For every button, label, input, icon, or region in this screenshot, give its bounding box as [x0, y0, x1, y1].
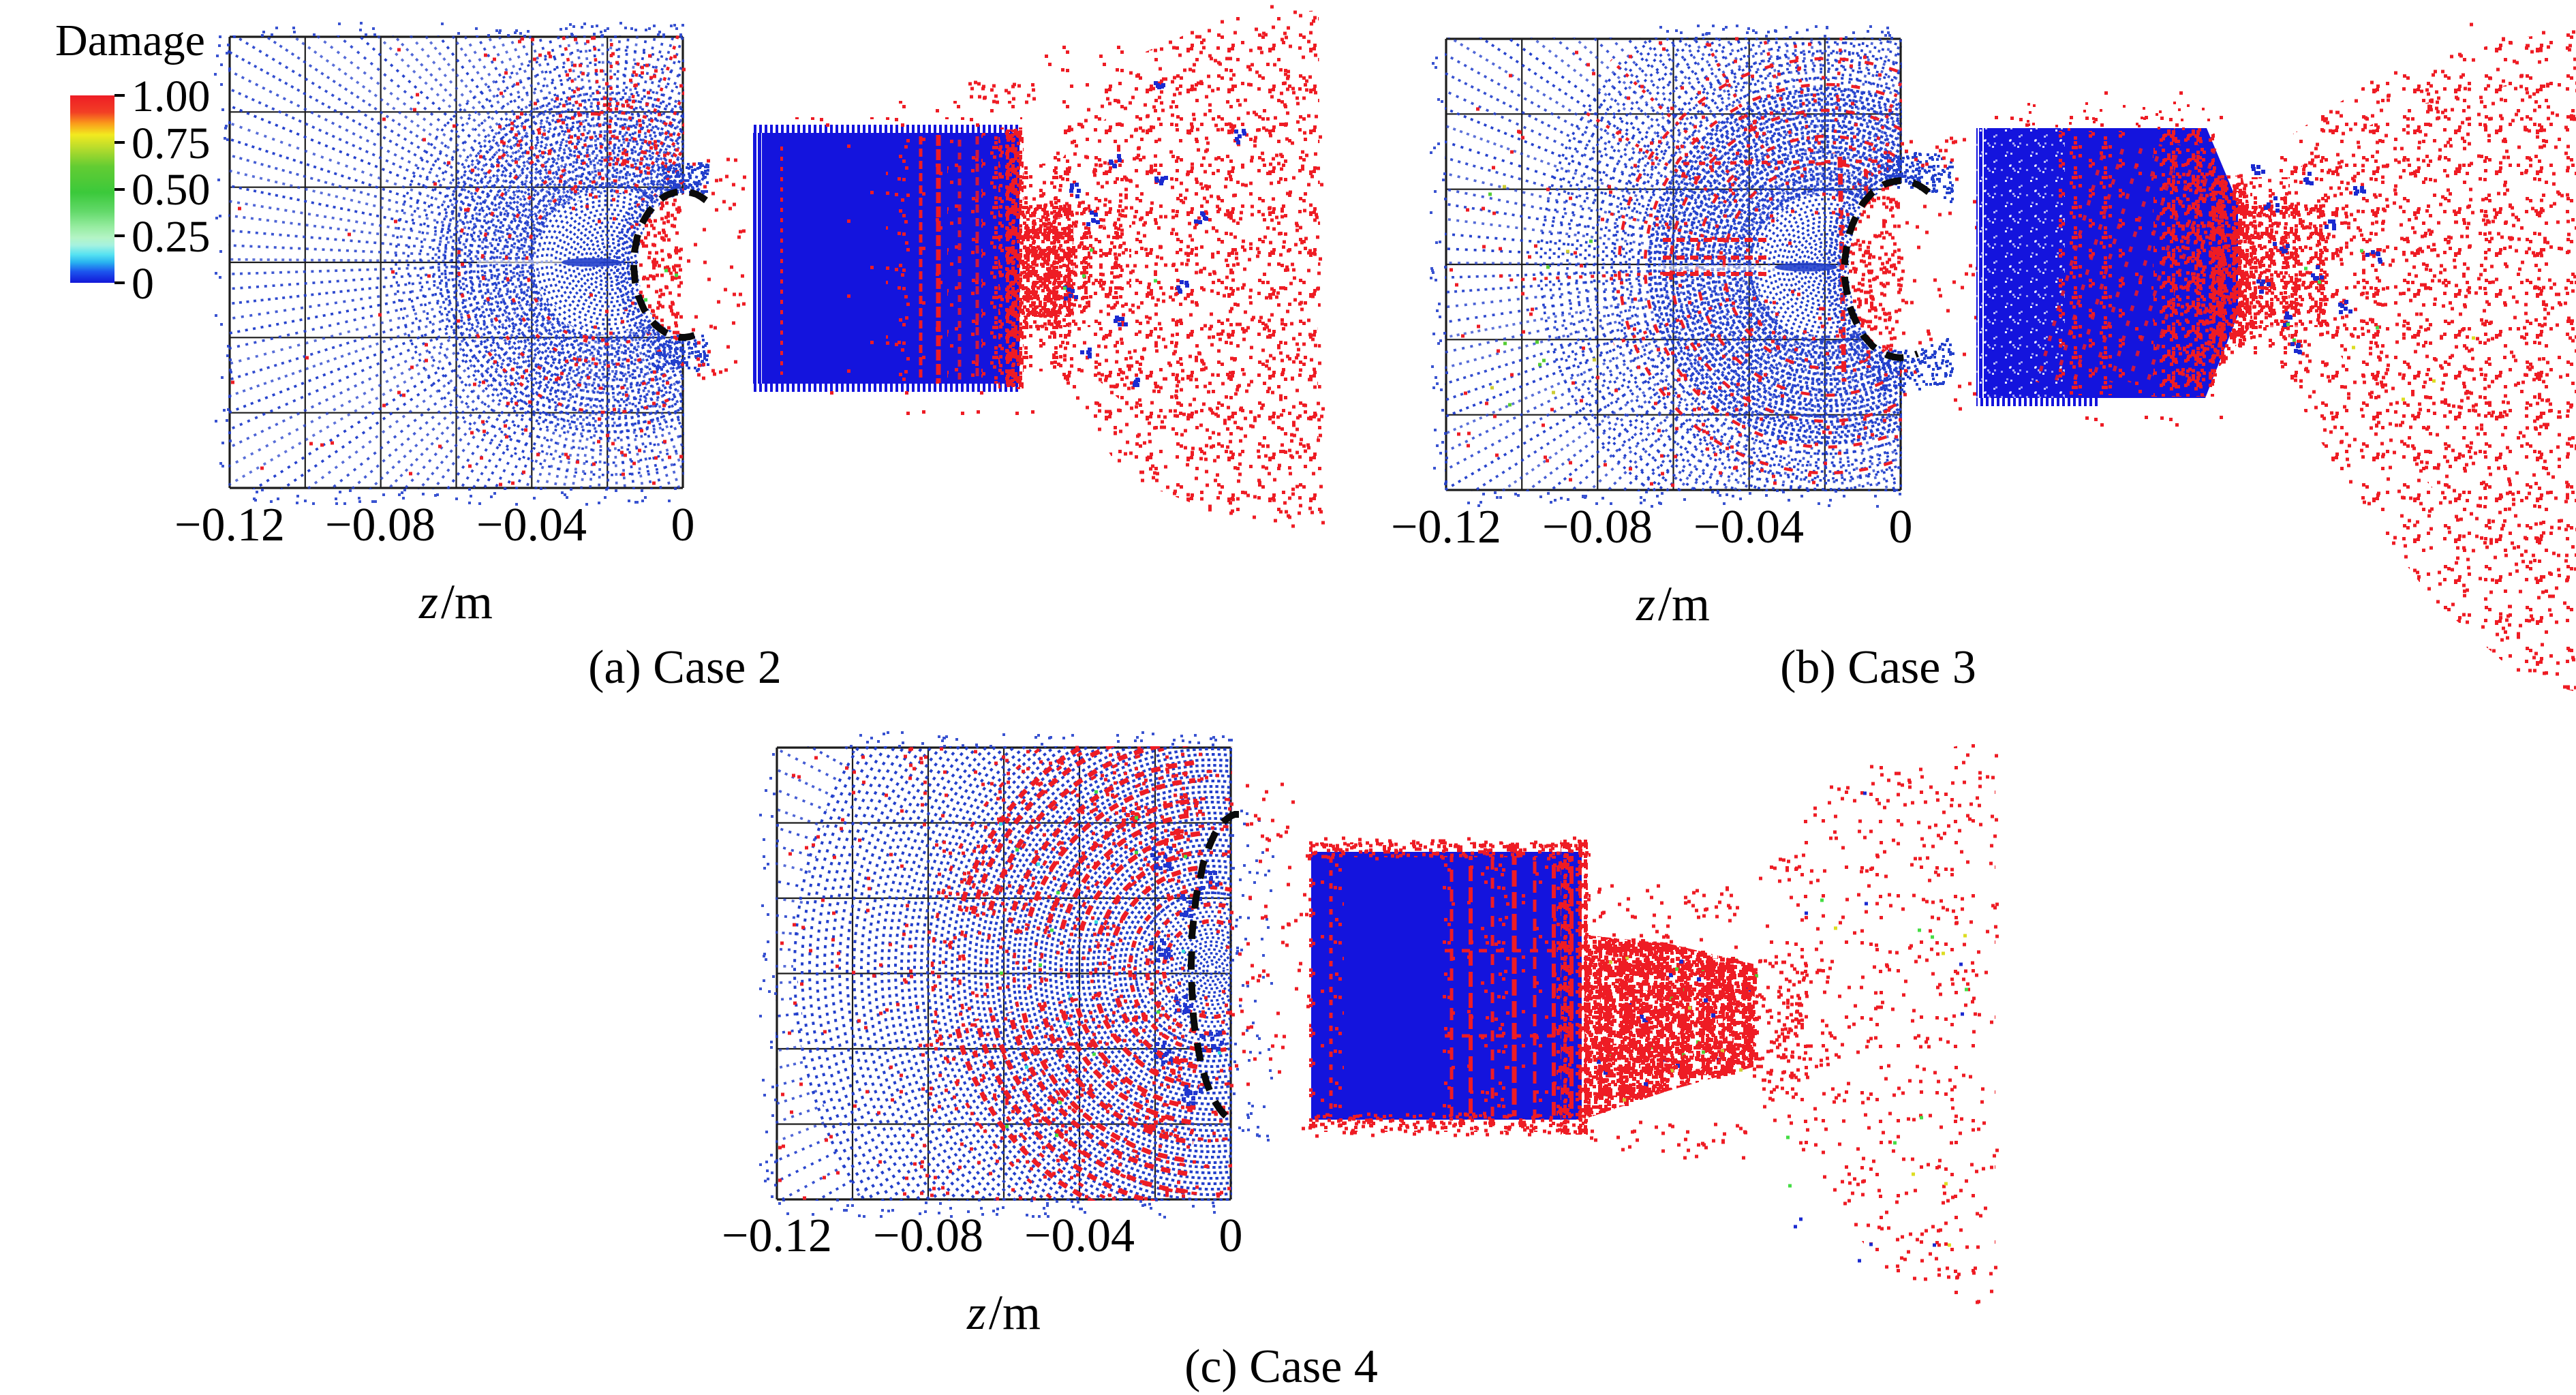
svg-text:z: z [418, 574, 438, 629]
svg-text:1.00: 1.00 [132, 72, 211, 121]
svg-text:−0.12: −0.12 [722, 1210, 832, 1262]
svg-text:z: z [966, 1285, 986, 1340]
svg-text:0: 0 [671, 499, 695, 551]
svg-text:−0.08: −0.08 [1542, 501, 1653, 553]
svg-text:z: z [1636, 577, 1655, 631]
svg-text:−0.04: −0.04 [1024, 1210, 1135, 1262]
svg-text:(c) Case 4: (c) Case 4 [1184, 1340, 1378, 1393]
svg-text:0: 0 [1219, 1210, 1243, 1262]
svg-text:−0.04: −0.04 [1693, 501, 1804, 553]
svg-text:−0.08: −0.08 [873, 1210, 983, 1262]
svg-text:/m: /m [1658, 577, 1710, 631]
svg-text:0.50: 0.50 [132, 165, 211, 215]
svg-text:0: 0 [1889, 501, 1913, 553]
svg-text:−0.04: −0.04 [476, 499, 587, 551]
svg-text:−0.12: −0.12 [1391, 501, 1501, 553]
svg-text:/m: /m [989, 1285, 1041, 1340]
svg-text:(a) Case 2: (a) Case 2 [588, 641, 782, 694]
svg-text:Damage: Damage [55, 16, 205, 65]
svg-text:(b) Case 3: (b) Case 3 [1780, 641, 1976, 694]
svg-text:−0.08: −0.08 [325, 499, 435, 551]
svg-text:0.25: 0.25 [132, 212, 211, 262]
svg-text:0.75: 0.75 [132, 119, 211, 168]
svg-text:−0.12: −0.12 [174, 499, 285, 551]
svg-text:/m: /m [441, 574, 493, 629]
svg-text:0: 0 [132, 259, 154, 309]
